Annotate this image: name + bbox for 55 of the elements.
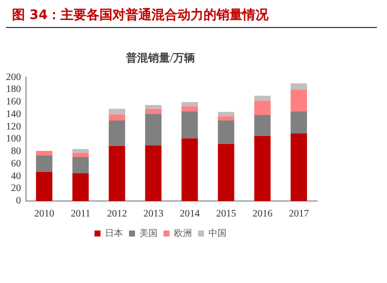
bar xyxy=(290,90,307,112)
chart-title: 图 34：主要各国对普通混合动力的销量情况 xyxy=(6,0,377,28)
bar xyxy=(254,100,271,115)
bar xyxy=(145,105,162,109)
bar xyxy=(108,114,126,121)
y-tick-label: 180 xyxy=(6,84,21,96)
bar xyxy=(290,134,307,201)
bar xyxy=(218,120,234,144)
bar xyxy=(182,111,198,138)
bar xyxy=(108,120,126,146)
bar xyxy=(36,150,52,156)
bar xyxy=(218,144,234,201)
y-tick-label: 160 xyxy=(6,96,21,108)
legend-label: 美国 xyxy=(140,228,158,239)
y-tick-label: 0 xyxy=(16,196,21,207)
x-tick-label: 2014 xyxy=(180,208,200,220)
y-tick-label: 80 xyxy=(11,146,21,158)
bar xyxy=(182,102,198,106)
x-tick-label: 2017 xyxy=(288,208,309,220)
bar xyxy=(145,108,162,114)
y-tick-label: 120 xyxy=(6,121,21,132)
bar xyxy=(182,106,198,112)
bar xyxy=(254,114,271,136)
bar xyxy=(290,111,307,134)
bar xyxy=(145,114,162,146)
bar xyxy=(72,173,89,201)
bar xyxy=(72,157,89,174)
y-tick-label: 200 xyxy=(6,72,21,83)
x-tick-label: 2015 xyxy=(216,208,236,220)
legend-label: 欧洲 xyxy=(174,228,192,239)
bar xyxy=(145,145,162,201)
x-tick-label: 2016 xyxy=(252,208,272,220)
bar xyxy=(182,138,198,201)
bar xyxy=(36,172,52,201)
bar xyxy=(108,108,126,114)
x-tick-label: 2012 xyxy=(106,208,127,220)
y-tick-label: 20 xyxy=(11,183,21,194)
bar xyxy=(290,83,307,90)
bar xyxy=(36,155,52,172)
bar xyxy=(218,112,234,116)
bar xyxy=(218,116,234,121)
bar xyxy=(72,152,89,158)
y-tick-label: 100 xyxy=(6,134,21,145)
x-tick-label: 2010 xyxy=(34,208,54,220)
legend-label: 中国 xyxy=(208,228,226,239)
bar xyxy=(72,149,89,153)
x-tick-label: 2013 xyxy=(143,208,164,220)
y-tick-label: 40 xyxy=(11,170,21,182)
legend-label: 日本 xyxy=(105,228,123,239)
y-tick-label: 140 xyxy=(6,108,21,120)
y-tick-label: 60 xyxy=(11,158,21,170)
chart-subtitle: 普混销量/万辆 xyxy=(124,51,196,64)
bar xyxy=(254,136,271,201)
x-tick-label: 2011 xyxy=(70,208,90,220)
bar xyxy=(108,146,126,201)
